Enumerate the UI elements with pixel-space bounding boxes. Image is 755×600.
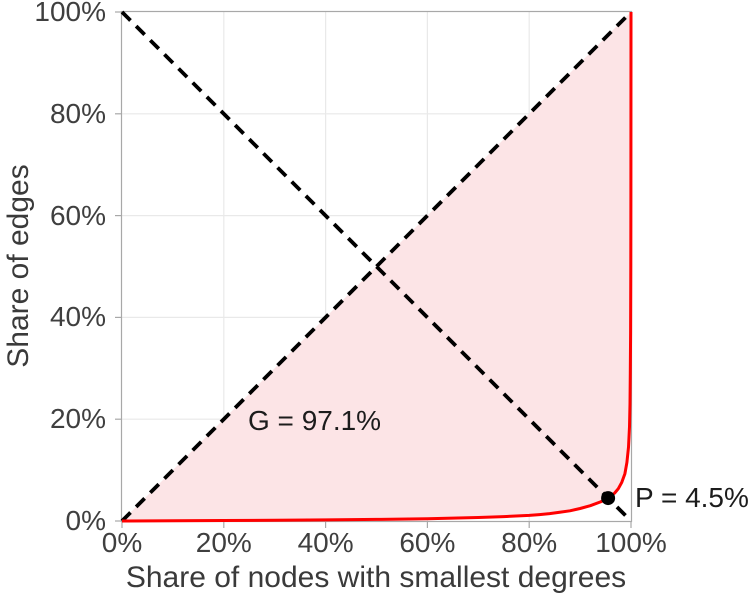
x-tick-label: 100%: [595, 527, 667, 558]
y-tick-label: 40%: [49, 301, 106, 333]
x-tick-label: 80%: [501, 527, 558, 558]
axis-tick-marks: [115, 11, 632, 528]
x-tick-label: 40%: [297, 527, 354, 558]
intersection-point-marker: [601, 491, 616, 506]
p-value-annotation: P = 4.5%: [635, 482, 749, 513]
gini-value-annotation: G = 97.1%: [248, 405, 382, 436]
x-axis-label: Share of nodes with smallest degrees: [125, 561, 627, 594]
y-axis-label: Share of edges: [2, 164, 35, 368]
gini-area-fill: [122, 12, 631, 521]
x-tick-label: 60%: [399, 527, 456, 558]
y-tick-label: 0%: [65, 505, 106, 536]
x-tick-label: 0%: [101, 527, 143, 558]
lorenz-curve-line: [121, 11, 633, 523]
y-tick-label: 100%: [34, 0, 106, 27]
y-tick-label: 20%: [49, 403, 106, 435]
y-tick-label: 60%: [49, 199, 106, 231]
x-tick-label: 20%: [195, 527, 252, 558]
y-tick-label: 80%: [49, 97, 106, 129]
